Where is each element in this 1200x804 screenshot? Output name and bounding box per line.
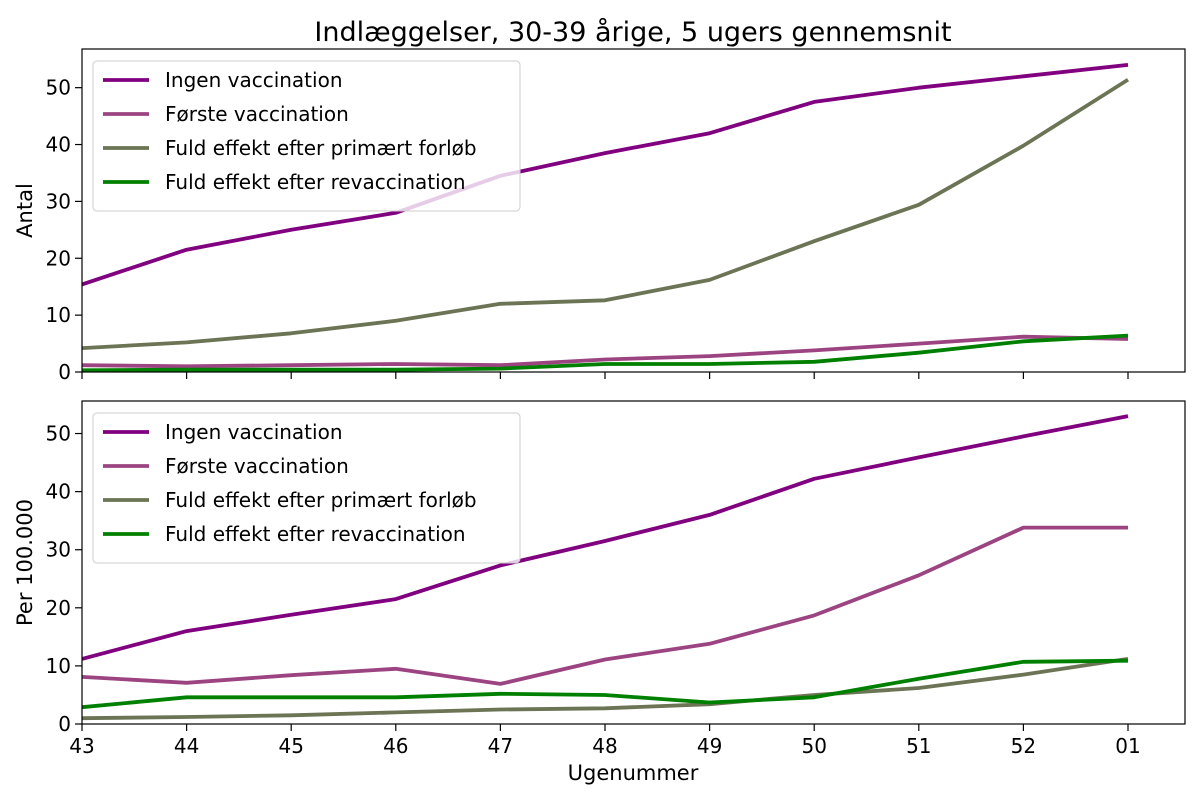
- x-tick-label: 52: [1011, 734, 1036, 758]
- x-tick-label: 50: [801, 734, 826, 758]
- y-tick-label: 0: [58, 712, 71, 736]
- x-tick-label: 43: [69, 734, 94, 758]
- x-tick-label: 47: [488, 734, 513, 758]
- y-tick-label: 50: [46, 76, 71, 100]
- series-line-4: [82, 661, 1128, 708]
- series-line-2: [82, 337, 1128, 367]
- legend: Ingen vaccination Første vaccination Fuld …: [93, 61, 520, 211]
- y-tick-label: 40: [46, 133, 71, 157]
- x-tick-label: 48: [592, 734, 617, 758]
- x-tick-label: 44: [174, 734, 199, 758]
- x-axis-label: Ugenummer: [568, 761, 699, 785]
- x-tick-label: 46: [383, 734, 408, 758]
- legend: Ingen vaccination Første vaccination Fuld …: [93, 413, 520, 563]
- legend-entry: Fuld effekt efter primært forløb: [165, 488, 477, 512]
- legend-entry: Ingen vaccination: [165, 420, 343, 444]
- legend-entry: Ingen vaccination: [165, 68, 343, 92]
- y-tick-label: 20: [46, 246, 71, 270]
- y-tick-label: 50: [46, 422, 71, 446]
- y-axis-label: Per 100.000: [13, 499, 37, 626]
- y-tick-label: 30: [46, 189, 71, 213]
- y-tick-label: 0: [58, 360, 71, 384]
- legend-entry: Fuld effekt efter primært forløb: [165, 136, 477, 160]
- legend-entry: Første vaccination: [165, 102, 349, 126]
- x-tick-label: 45: [278, 734, 303, 758]
- y-tick-label: 10: [46, 654, 71, 678]
- x-tick-label: 49: [697, 734, 722, 758]
- chart-panel-1: 0 10 20 30 40 50 Antal Ingen vaccination Første …: [13, 49, 1185, 384]
- y-tick-label: 30: [46, 538, 71, 562]
- legend-entry: Første vaccination: [165, 454, 349, 478]
- y-tick-label: 20: [46, 596, 71, 620]
- y-axis-label: Antal: [13, 183, 37, 238]
- legend-entry: Fuld effekt efter revaccination: [165, 522, 466, 546]
- y-tick-label: 40: [46, 480, 71, 504]
- chart-title: Indlæggelser, 30-39 årige, 5 ugers genne…: [314, 17, 951, 48]
- x-tick-label: 51: [906, 734, 931, 758]
- x-tick-label: 01: [1115, 734, 1140, 758]
- legend-entry: Fuld effekt efter revaccination: [165, 170, 466, 194]
- series-line-3: [82, 659, 1128, 718]
- y-tick-label: 10: [46, 303, 71, 327]
